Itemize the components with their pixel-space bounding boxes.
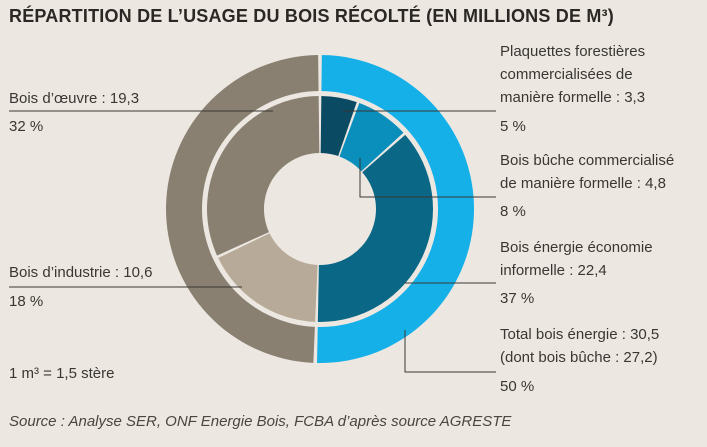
inner-ring xyxy=(207,96,433,322)
pct-bois-industrie: 18 % xyxy=(9,293,44,310)
outer-ring-slice-total-bois-energie xyxy=(317,55,475,364)
source-note: Source : Analyse SER, ONF Energie Bois, … xyxy=(9,413,512,430)
leader-lines xyxy=(9,110,496,373)
chart-title: RÉPARTITION DE L’USAGE DU BOIS RÉCOLTÉ (… xyxy=(9,6,614,26)
label-buche-2: de manière formelle : 4,8 xyxy=(500,175,666,192)
label-informelle-2: informelle : 22,4 xyxy=(500,262,607,279)
label-bois-industrie: Bois d’industrie : 10,6 xyxy=(9,264,153,281)
pct-plaquettes: 5 % xyxy=(500,118,526,135)
inner-ring-slice-bois-d-industrie xyxy=(218,233,318,322)
leader-buche xyxy=(359,158,496,198)
label-plaquettes-1: Plaquettes forestières xyxy=(500,43,646,60)
label-total-1: Total bois énergie : 30,5 xyxy=(500,326,660,343)
leader-total xyxy=(404,330,496,373)
pct-total: 50 % xyxy=(500,378,535,395)
unit-note: 1 m³ = 1,5 stère xyxy=(9,365,115,382)
outer-ring-slice-bois-d-uvre-bois-d-industrie xyxy=(166,55,319,363)
label-informelle-1: Bois énergie économie xyxy=(500,239,653,256)
pct-buche: 8 % xyxy=(500,203,526,220)
label-plaquettes-2: commercialisées de xyxy=(500,66,633,83)
label-buche-1: Bois bûche commercialisé xyxy=(500,152,675,169)
label-bois-oeuvre: Bois d’œuvre : 19,3 xyxy=(9,90,140,107)
label-plaquettes-3: manière formelle : 3,3 xyxy=(500,89,646,106)
pct-bois-oeuvre: 32 % xyxy=(9,118,44,135)
pct-informelle: 37 % xyxy=(500,290,535,307)
outer-ring xyxy=(166,55,475,364)
label-total-2: (dont bois bûche : 27,2) xyxy=(500,349,658,366)
inner-ring-slice-bois-d-uvre xyxy=(207,96,320,256)
inner-ring-slice-bois-buche-commercialise-de-maniere-formelle xyxy=(339,103,404,172)
inner-ring-slice-bois-energie-economie-informelle xyxy=(317,134,433,322)
